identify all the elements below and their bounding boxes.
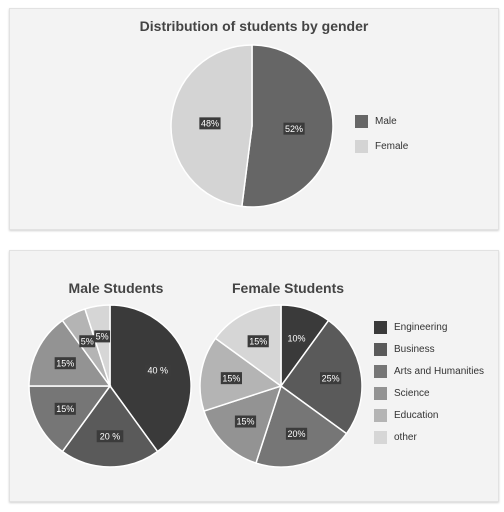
legend-label-education: Education bbox=[394, 410, 439, 421]
slice-label-text: 10% bbox=[288, 333, 306, 343]
male-slice-label-science: 15% bbox=[54, 357, 76, 370]
slice-label-box bbox=[247, 335, 269, 348]
slice-label-box bbox=[94, 330, 111, 343]
slice-label-text: 48% bbox=[201, 119, 219, 129]
male-slice-science bbox=[28, 319, 112, 387]
legend-swatch-science bbox=[374, 387, 387, 400]
slice-label-text: 15% bbox=[56, 358, 74, 368]
female-slice-label-other: 15% bbox=[247, 335, 269, 348]
field-of-study-panel: Male Students Female Students 40 % 20 % 15… bbox=[9, 250, 499, 502]
legend-swatch-arts-and-humanities bbox=[374, 365, 387, 378]
male-chart-title: Male Students bbox=[68, 280, 164, 296]
female-slice-label-engineering: 10% bbox=[285, 332, 308, 345]
male-slice-label-engineering: 40 % bbox=[144, 364, 172, 377]
male-slice-arts-and-humanities bbox=[28, 385, 112, 453]
slice-label-box bbox=[199, 117, 221, 130]
gender-chart-panel: Distribution of students by gender 52% 48… bbox=[9, 8, 499, 230]
legend-swatch-male bbox=[355, 115, 368, 128]
slice-label-box bbox=[234, 415, 257, 428]
slice-label-box bbox=[96, 430, 124, 443]
slice-label-box bbox=[79, 335, 96, 348]
slice-label-box bbox=[285, 332, 308, 345]
slice-label-box bbox=[144, 364, 172, 377]
slice-label-box bbox=[54, 357, 76, 370]
male-slice-label-business: 20 % bbox=[96, 430, 124, 443]
female-pie-chart: 10% 25% 20% 15% 15% 15% bbox=[199, 304, 363, 468]
slice-label-text: 15% bbox=[249, 336, 267, 346]
slice-label-text: 20% bbox=[288, 429, 306, 439]
slice-label-text: 5% bbox=[96, 332, 109, 342]
legend-swatch-business bbox=[374, 343, 387, 356]
legend-label-engineering: Engineering bbox=[394, 322, 448, 333]
legend-label-female: Female bbox=[375, 141, 409, 152]
slice-label-text: 52% bbox=[285, 124, 303, 134]
female-slice-arts-and-humanities bbox=[255, 384, 348, 468]
slice-label-text: 15% bbox=[56, 404, 74, 414]
slice-label-text: 5% bbox=[81, 336, 94, 346]
slice-label-text: 40 % bbox=[148, 366, 169, 376]
slice-label-text: 15% bbox=[222, 373, 240, 383]
legend-swatch-other bbox=[374, 431, 387, 444]
legend-label-other: other bbox=[394, 432, 417, 443]
male-slice-business bbox=[61, 384, 159, 468]
legend-swatch-education bbox=[374, 409, 387, 422]
legend-label-business: Business bbox=[394, 344, 435, 355]
male-slice-other bbox=[84, 304, 111, 387]
slice-label-box bbox=[320, 372, 342, 385]
male-slice-label-education: 5% bbox=[79, 335, 96, 348]
male-slice-label-arts-and-humanities: 15% bbox=[54, 402, 76, 415]
slice-label-box bbox=[285, 427, 308, 440]
slice-label-box bbox=[54, 402, 76, 415]
male-slice-label-other: 5% bbox=[94, 330, 111, 343]
female-slice-label-arts-and-humanities: 20% bbox=[285, 427, 308, 440]
legend-swatch-engineering bbox=[374, 321, 387, 334]
gender-slice-label-male: 52% bbox=[283, 122, 305, 135]
female-slice-label-science: 15% bbox=[234, 415, 257, 428]
gender-slice-label-female: 48% bbox=[199, 117, 221, 130]
slice-label-text: 15% bbox=[236, 417, 254, 427]
gender-pie-chart: 52% 48% bbox=[170, 44, 334, 208]
legend-label-science: Science bbox=[394, 388, 430, 399]
legend-label-arts-and-humanities: Arts and Humanities bbox=[394, 366, 485, 377]
slice-label-text: 20 % bbox=[100, 431, 121, 441]
female-chart-title: Female Students bbox=[231, 280, 345, 296]
gender-chart-title: Distribution of students by gender bbox=[139, 18, 369, 34]
slice-label-box bbox=[283, 122, 305, 135]
female-slice-label-education: 15% bbox=[220, 372, 242, 385]
male-pie-chart: 40 % 20 % 15% 15% 5% 5% bbox=[28, 304, 192, 468]
male-slice-engineering bbox=[109, 304, 192, 453]
slice-label-text: 25% bbox=[322, 373, 340, 383]
legend-swatch-female bbox=[355, 140, 368, 153]
female-slice-label-business: 25% bbox=[320, 372, 342, 385]
slice-label-box bbox=[220, 372, 242, 385]
legend-label-male: Male bbox=[375, 116, 397, 127]
